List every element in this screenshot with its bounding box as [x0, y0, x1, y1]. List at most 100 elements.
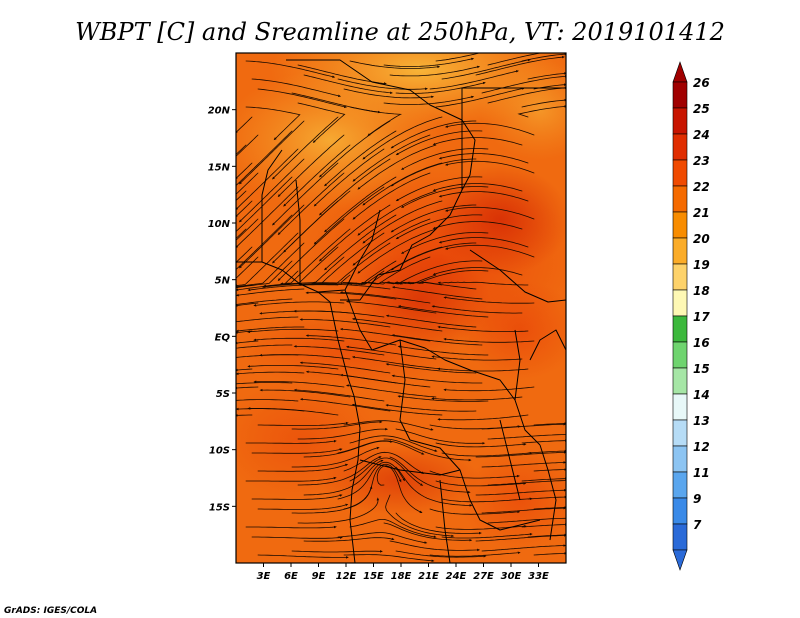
streamline: [297, 497, 380, 524]
streamline: [236, 371, 305, 376]
lat-tick-label: 5S: [216, 389, 230, 400]
streamline: [253, 301, 345, 307]
streamline: [349, 519, 437, 539]
streamline: [236, 246, 253, 264]
colorbar-label: 21: [693, 206, 710, 220]
lon-tick-label: 18E: [391, 571, 412, 582]
streamline: [389, 540, 481, 552]
lat-tick-label: 20N: [208, 106, 231, 117]
streamline: [291, 420, 383, 430]
colorbar-segment: [672, 523, 688, 551]
colorbar-bottom-arrow: [672, 549, 688, 571]
streamline: [385, 363, 477, 374]
colorbar-label: 23: [693, 154, 710, 168]
streamline: [533, 552, 566, 556]
streamline: [238, 158, 305, 223]
lon-tick-label: 3E: [257, 571, 271, 582]
lon-tick-label: 9E: [312, 571, 326, 582]
lat-tick-label: 15S: [209, 502, 230, 513]
streamline: [400, 186, 489, 208]
streamline: [438, 153, 529, 164]
colorbar-label: 25: [693, 102, 710, 116]
streamline: [383, 57, 475, 68]
lon-tick-label: 15E: [363, 571, 384, 582]
streamline: [435, 480, 527, 487]
streamline: [297, 427, 389, 440]
streamline: [236, 298, 293, 306]
lat-tick-label: 10N: [208, 219, 231, 230]
streamline: [349, 106, 403, 136]
lon-tick-label: 27E: [473, 571, 494, 582]
streamline: [277, 134, 345, 198]
streamline: [349, 435, 438, 452]
streamline: [475, 488, 566, 496]
streamline: [339, 291, 431, 304]
streamline: [431, 396, 523, 401]
streamline: [389, 65, 481, 77]
streamline: [236, 256, 259, 281]
lon-tick-label: 30E: [501, 571, 522, 582]
colorbar-segment: [672, 445, 688, 473]
streamline: [251, 536, 343, 539]
streamline: [395, 260, 483, 284]
streamline: [383, 438, 472, 462]
streamline: [236, 368, 253, 372]
streamline: [390, 120, 477, 149]
streamline: [299, 398, 391, 412]
streamline: [533, 506, 566, 510]
streamline: [291, 550, 383, 553]
streamline: [303, 74, 393, 95]
streamline: [487, 434, 566, 440]
streamline: [257, 88, 347, 109]
streamline: [251, 494, 343, 500]
streamline: [444, 122, 535, 136]
streamline: [395, 512, 482, 535]
colorbar-label: 15: [693, 362, 710, 376]
streamline: [444, 206, 535, 220]
colorbar-segment: [672, 133, 688, 161]
colorbar-label: 14: [693, 388, 710, 402]
colorbar-segment: [672, 497, 688, 525]
streamline: [533, 422, 566, 426]
colorbar-legend: 26 25 24 23 22 21 20 19 18 17 16 15 14 13 12 11 9 7: [672, 61, 710, 571]
streamline: [277, 218, 345, 282]
streamline: [257, 463, 349, 472]
lat-tick-label: 15N: [208, 162, 231, 173]
streamline: [236, 316, 299, 323]
streamline: [435, 87, 525, 108]
streamline: [343, 88, 435, 99]
streamline: [339, 373, 431, 388]
streamline: [293, 309, 385, 318]
colorbar-label: 20: [693, 232, 710, 246]
colorbar-top-arrow: [672, 61, 688, 83]
streamline: [236, 148, 299, 211]
colorbar-label: 19: [693, 258, 710, 272]
streamline: [437, 281, 529, 286]
lat-tick-label: 5N: [215, 276, 231, 287]
streamline: [429, 508, 521, 515]
streamline: [337, 78, 428, 91]
streamline: [313, 186, 385, 245]
streamline: [475, 55, 565, 76]
colorbar-segment: [672, 367, 688, 395]
colorbar-label: 11: [693, 466, 710, 480]
streamline: [324, 130, 397, 187]
streamline: [299, 283, 391, 290]
streamline: [247, 407, 339, 416]
grads-credit: GrADS: IGES/COLA: [4, 606, 97, 616]
streamline: [349, 274, 437, 286]
colorbar-segment: [672, 159, 688, 187]
longitude-axis: 3E 6E 9E 12E 15E 18E 21E 24E 27E 30E 33E: [257, 563, 549, 582]
streamline: [238, 120, 305, 185]
colorbar-segment: [672, 289, 688, 317]
streamline: [432, 137, 523, 146]
streamline: [271, 162, 339, 226]
streamline: [443, 296, 535, 304]
streamline: [251, 448, 343, 454]
colorbar-label: 13: [693, 414, 710, 428]
streamline: [236, 344, 293, 350]
streamline: [236, 340, 259, 345]
streamline: [521, 477, 566, 482]
streamline: [299, 318, 391, 328]
